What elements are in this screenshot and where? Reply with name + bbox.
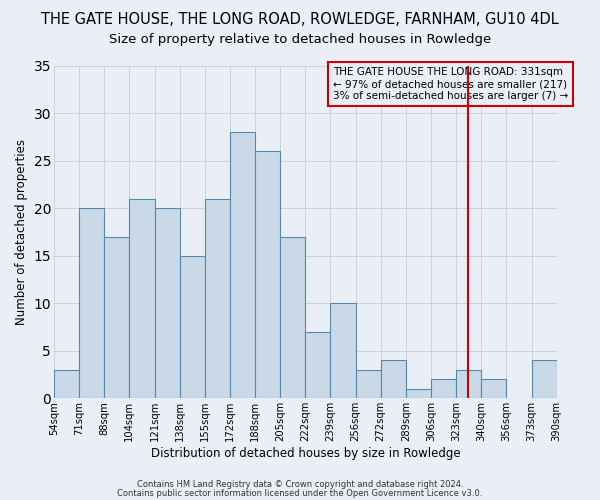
Bar [255,151,280,398]
Bar [481,380,506,398]
Bar [130,198,155,398]
Text: Contains HM Land Registry data © Crown copyright and database right 2024.: Contains HM Land Registry data © Crown c… [137,480,463,489]
Bar [381,360,406,399]
Bar [431,380,456,398]
Bar [532,360,557,399]
Text: Contains public sector information licensed under the Open Government Licence v3: Contains public sector information licen… [118,488,482,498]
Text: THE GATE HOUSE THE LONG ROAD: 331sqm
← 97% of detached houses are smaller (217)
: THE GATE HOUSE THE LONG ROAD: 331sqm ← 9… [333,68,568,100]
Bar [54,370,79,398]
Bar [331,303,356,398]
Bar [456,370,481,398]
Text: Size of property relative to detached houses in Rowledge: Size of property relative to detached ho… [109,32,491,46]
Bar [406,389,431,398]
Bar [205,198,230,398]
Bar [280,236,305,398]
Bar [356,370,381,398]
Text: THE GATE HOUSE, THE LONG ROAD, ROWLEDGE, FARNHAM, GU10 4DL: THE GATE HOUSE, THE LONG ROAD, ROWLEDGE,… [41,12,559,28]
Bar [230,132,255,398]
X-axis label: Distribution of detached houses by size in Rowledge: Distribution of detached houses by size … [151,447,460,460]
Bar [179,256,205,398]
Bar [79,208,104,398]
Bar [155,208,179,398]
Y-axis label: Number of detached properties: Number of detached properties [15,139,28,325]
Bar [305,332,331,398]
Bar [104,236,130,398]
